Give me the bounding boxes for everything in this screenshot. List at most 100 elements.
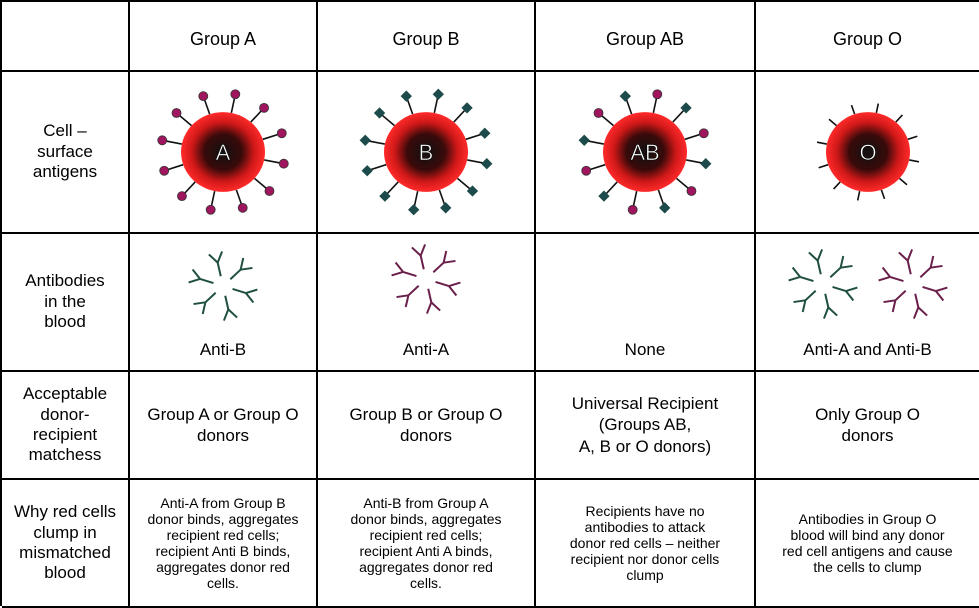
antigen-b <box>432 88 444 100</box>
antibody-stem <box>224 295 230 310</box>
antibody-stem <box>232 287 247 295</box>
antigen-stem <box>828 118 837 127</box>
antibody-stem <box>906 260 912 275</box>
cell-letter: B <box>419 140 434 165</box>
column-header: Group A <box>130 2 318 72</box>
antigen-cell: B <box>318 72 536 234</box>
antibody-illustration <box>545 234 745 334</box>
antigen-b <box>359 134 371 146</box>
antibody-arm <box>827 306 838 317</box>
antibody-stem <box>432 261 445 273</box>
red-cell <box>825 112 910 192</box>
cell-letter: AB <box>630 140 659 165</box>
antigen-stem <box>880 189 885 200</box>
column-header: Group O <box>756 2 979 72</box>
antibody-arm <box>882 299 896 304</box>
antibody-arm <box>845 286 858 293</box>
antigen-stem <box>894 114 903 123</box>
antibody-illustration <box>787 249 948 319</box>
row-label: Antibodies in the blood <box>2 234 130 372</box>
explanation-text: Antibodies in Group O blood will bind an… <box>756 480 979 608</box>
antibody-stem <box>402 270 417 278</box>
antigen-a <box>159 165 170 176</box>
antigen-a <box>157 135 168 146</box>
antigen-b <box>700 158 712 170</box>
antibody-stem <box>913 293 919 308</box>
antibody-stem <box>823 293 829 308</box>
donor-text: Universal Recipient (Groups AB, A, B or … <box>536 372 756 480</box>
antibody-arm <box>442 250 448 263</box>
antibody-arm <box>822 307 829 319</box>
antigen-b <box>466 185 479 197</box>
antibody-arm <box>881 266 891 278</box>
cell-letter: O <box>859 140 876 165</box>
antibody-label: Anti-B <box>199 340 247 359</box>
antigen-a <box>581 165 592 176</box>
row-label: Why red cells clump in mismatched blood <box>2 480 130 608</box>
antigen-stem <box>856 190 860 201</box>
antibody-cell: Anti-B <box>130 234 318 372</box>
donor-text: Only Group O donors <box>756 372 979 480</box>
antigen-a <box>627 204 638 215</box>
antibody-arm <box>191 268 201 280</box>
antibody-arm <box>222 309 230 321</box>
donor-text: Group A or Group O donors <box>130 372 318 480</box>
antibody-stem <box>407 285 420 297</box>
antigen-stem <box>907 135 918 141</box>
antigen-cell: AB <box>536 72 756 234</box>
antigen-a <box>237 202 248 213</box>
red-cell-illustration: AB <box>578 89 712 215</box>
antigen-cell: A <box>130 72 318 234</box>
antibody-arm <box>396 294 409 299</box>
antibody-arm <box>188 277 201 284</box>
red-cell-illustration: O <box>816 103 919 201</box>
antigen-stem <box>908 159 919 163</box>
antibody-arm <box>193 301 206 306</box>
antigen-a <box>259 102 269 113</box>
antibody-stem <box>204 292 217 304</box>
antibody-arm <box>239 257 245 270</box>
antibody-arm <box>391 270 404 277</box>
antigen-stem <box>816 141 827 145</box>
antibody-arm <box>394 261 404 273</box>
antibody-label: Anti-A and Anti-B <box>803 340 932 359</box>
antigen-a <box>198 91 209 102</box>
antigen-b <box>479 127 491 139</box>
antigen-stem <box>898 177 907 186</box>
antibody-arm <box>897 251 908 262</box>
antigen-stem <box>832 181 841 190</box>
antigen-b <box>461 102 473 114</box>
antigen-b <box>408 204 420 216</box>
antigen-b <box>659 202 671 214</box>
antibody-arm <box>425 302 433 314</box>
antibody-illustration <box>188 251 258 321</box>
antibody-stem <box>427 288 433 303</box>
antigen-b <box>361 165 373 177</box>
antigen-stem <box>850 104 855 115</box>
antibody-stem <box>435 280 450 288</box>
antibody-arm <box>839 255 844 268</box>
antibody-arm <box>419 244 427 256</box>
antigen-stem <box>875 103 879 114</box>
corner-cell <box>2 2 130 72</box>
antibody-arm <box>877 275 890 282</box>
antigen-a <box>686 186 697 196</box>
antibody-arm <box>935 286 948 293</box>
explanation-text: Anti-B from Group A donor binds, aggrega… <box>318 480 536 608</box>
antigen-a <box>278 158 289 169</box>
antibody-arm <box>906 249 913 261</box>
red-cell-illustration: B <box>359 88 493 216</box>
antibody-stem <box>799 275 814 283</box>
antigen-a <box>230 89 241 100</box>
antibody-stem <box>829 266 841 278</box>
antibody-arm <box>245 292 255 304</box>
column-header: Group B <box>318 2 536 72</box>
antigen-b <box>619 90 631 102</box>
antibody-arm <box>844 290 854 302</box>
explanation-text: Recipients have no antibodies to attack … <box>536 480 756 608</box>
cell-letter: A <box>216 140 231 165</box>
antibody-cell: Anti-A <box>318 234 536 372</box>
antigen-b <box>440 202 452 214</box>
antigen-b <box>578 134 590 146</box>
